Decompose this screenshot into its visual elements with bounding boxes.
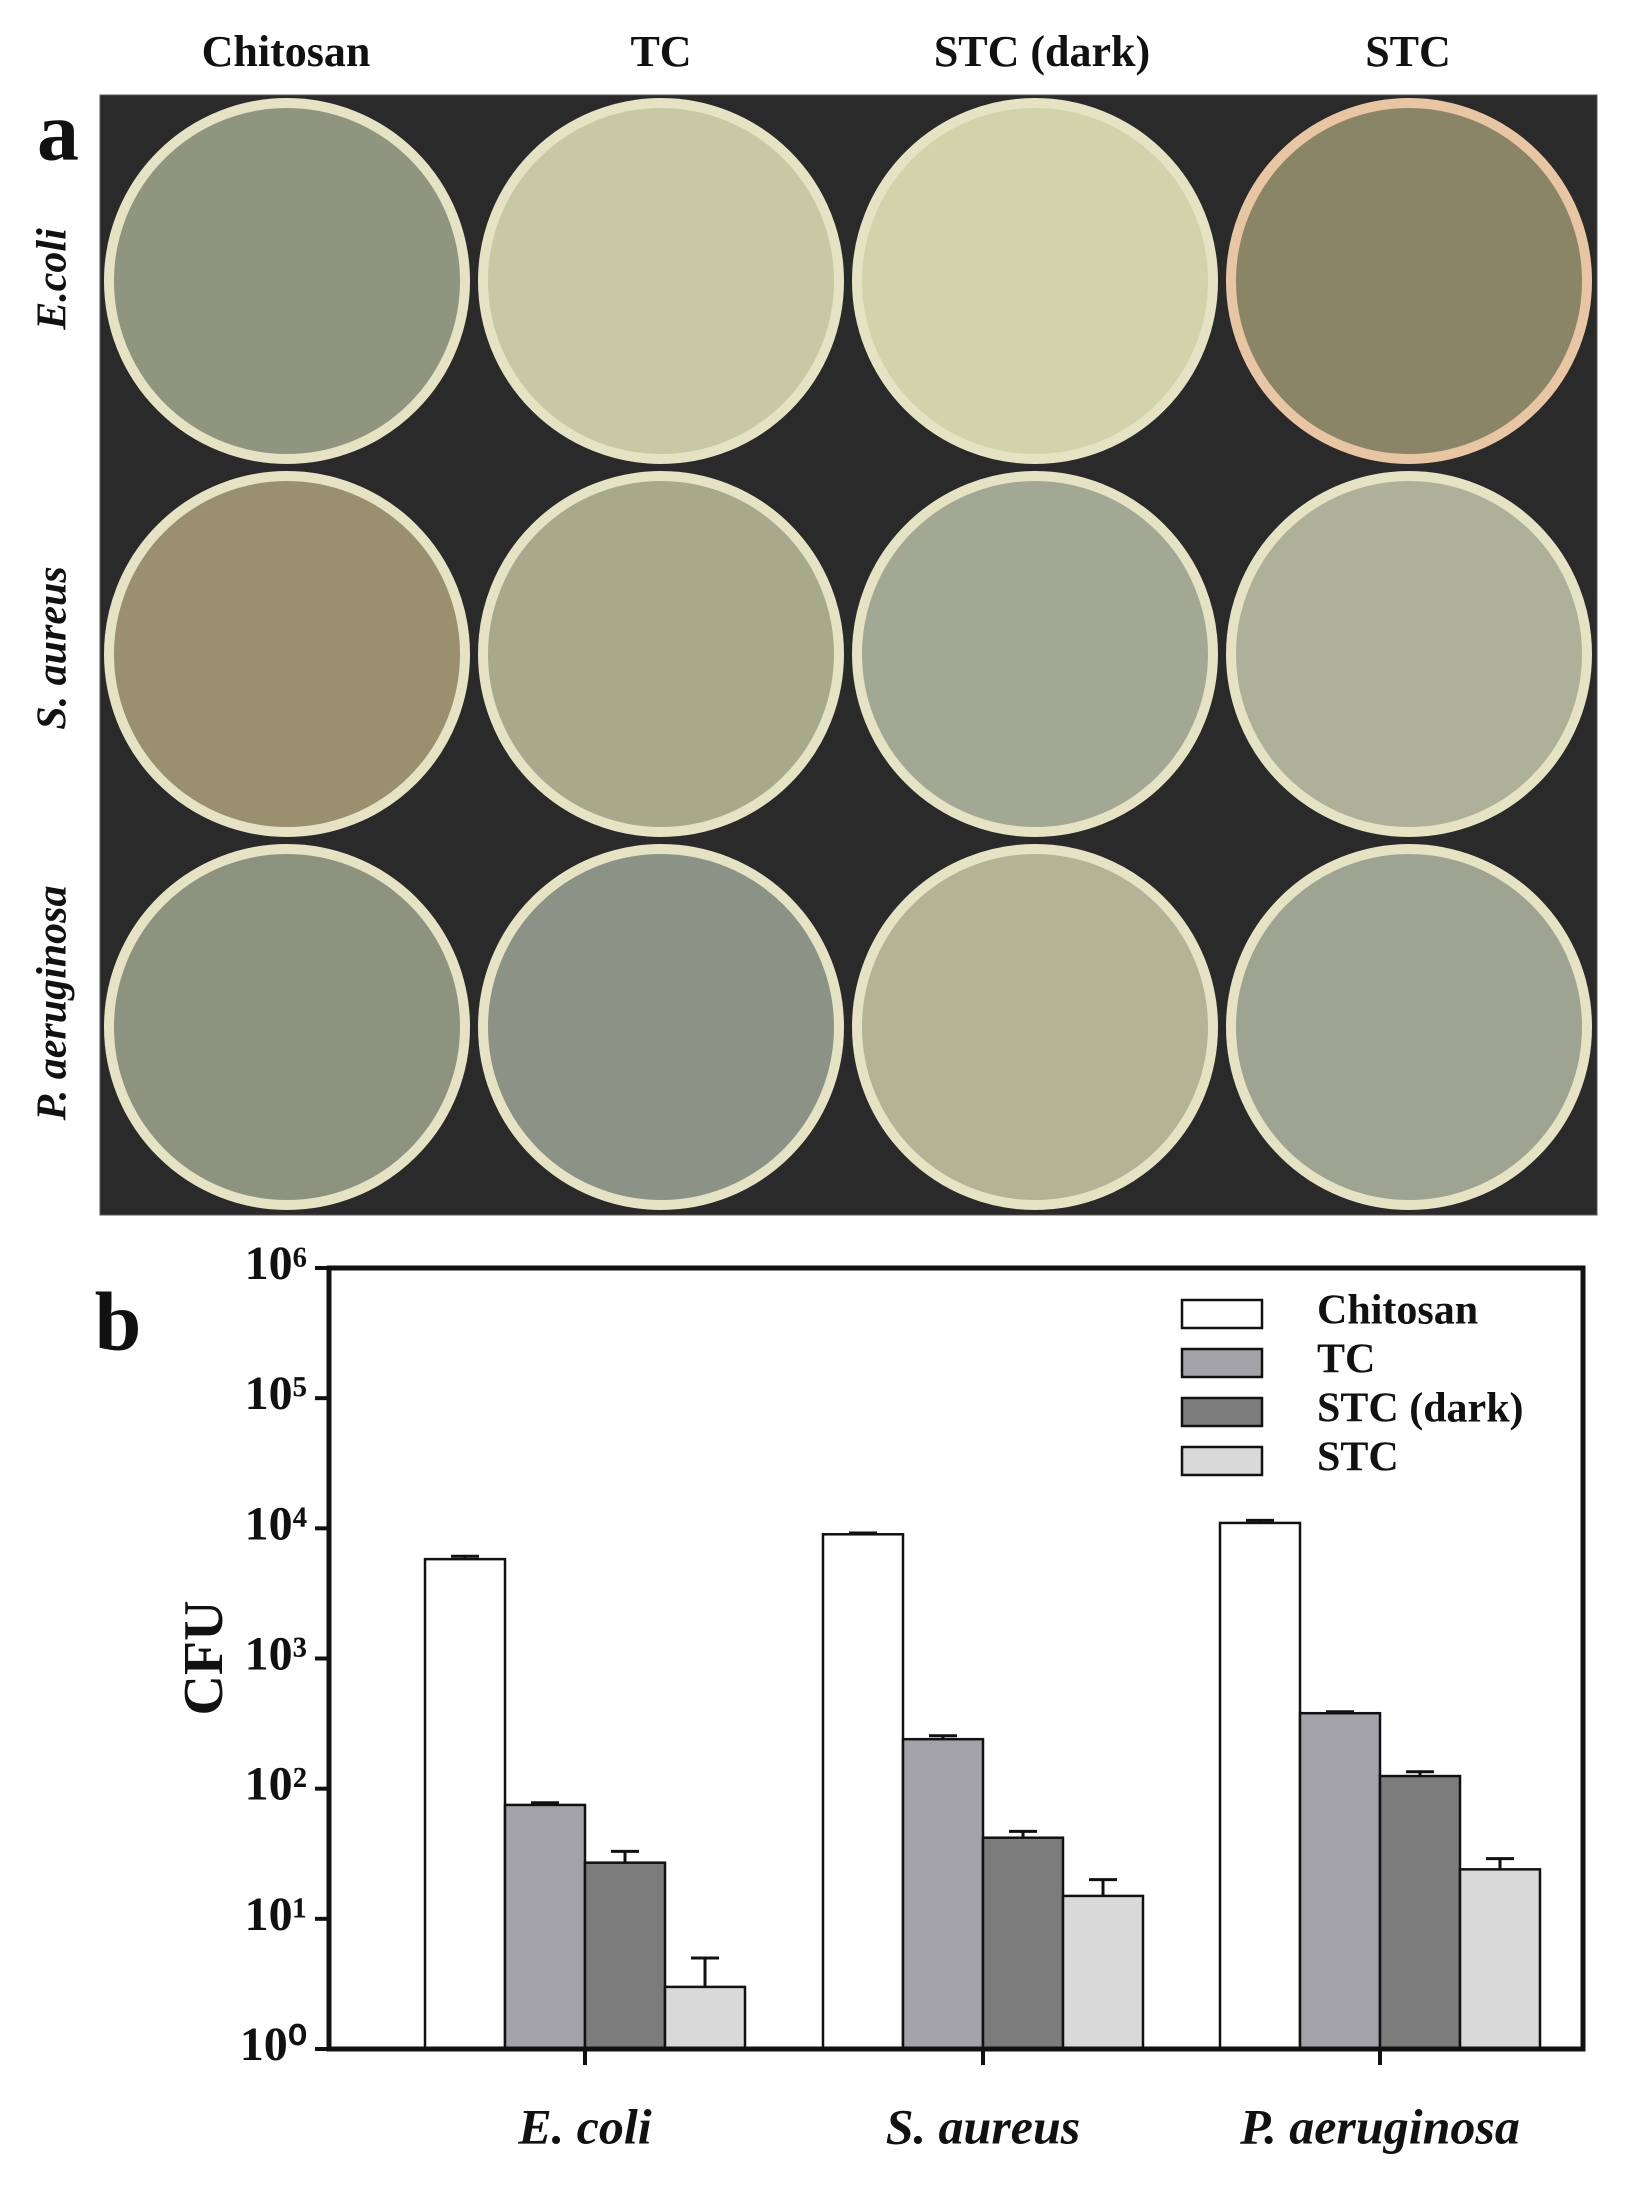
dish xyxy=(852,98,1218,464)
dish xyxy=(852,844,1218,1210)
row-label: E.coli xyxy=(30,228,76,331)
y-tick-label: 10³ xyxy=(245,1628,307,1681)
legend-swatch xyxy=(1180,1347,1264,1379)
column-label: Chitosan xyxy=(202,27,371,76)
dish xyxy=(104,844,470,1210)
y-axis-title: CFU xyxy=(173,1600,235,1715)
y-tick-label: 10⁴ xyxy=(245,1497,307,1550)
y-tick-label: 10⁶ xyxy=(245,1237,307,1290)
x-tick-label: E. coli xyxy=(517,2098,651,2154)
bar xyxy=(1061,1894,1145,2051)
y-tick-label: 10² xyxy=(245,1758,307,1811)
dish xyxy=(852,471,1218,837)
legend-swatch xyxy=(1180,1445,1264,1477)
dish xyxy=(1226,844,1592,1210)
legend-swatch xyxy=(1180,1298,1264,1330)
row-label: S. aureus xyxy=(30,566,76,729)
dish xyxy=(104,471,470,837)
bar xyxy=(1298,1711,1382,2051)
legend-label: STC (dark) xyxy=(1317,1386,1524,1432)
legend-swatch xyxy=(1180,1396,1264,1428)
legend-label: TC xyxy=(1317,1337,1375,1383)
bar xyxy=(1458,1868,1542,2051)
dish xyxy=(478,98,844,464)
x-tick-label: S. aureus xyxy=(886,2098,1081,2154)
x-tick-label: P. aeruginosa xyxy=(1239,2098,1520,2154)
bar xyxy=(821,1533,905,2051)
y-tick-label: 10⁰ xyxy=(240,2018,307,2071)
bar xyxy=(423,1557,507,2051)
panel-label: a xyxy=(37,85,79,178)
column-label: STC (dark) xyxy=(934,27,1150,76)
column-label: STC xyxy=(1365,27,1451,76)
bar xyxy=(583,1861,667,2051)
bar xyxy=(1378,1774,1462,2051)
dish xyxy=(1226,471,1592,837)
bar xyxy=(901,1737,985,2051)
dish xyxy=(104,98,470,464)
legend-label: STC xyxy=(1317,1435,1399,1481)
panel-label: b xyxy=(95,1275,142,1368)
bar xyxy=(503,1803,587,2051)
y-tick-label: 10¹ xyxy=(245,1888,307,1941)
bar xyxy=(981,1836,1065,2051)
row-label: P. aeruginosa xyxy=(30,886,76,1122)
legend-label: Chitosan xyxy=(1317,1288,1478,1334)
y-tick-label: 10⁵ xyxy=(245,1367,307,1420)
dish xyxy=(478,844,844,1210)
dish xyxy=(1226,98,1592,464)
plot-frame xyxy=(326,1265,1586,2052)
dish xyxy=(478,471,844,837)
bar xyxy=(1218,1521,1302,2051)
column-label: TC xyxy=(630,27,691,76)
bar xyxy=(663,1985,747,2051)
plate-photos xyxy=(99,94,1598,1216)
